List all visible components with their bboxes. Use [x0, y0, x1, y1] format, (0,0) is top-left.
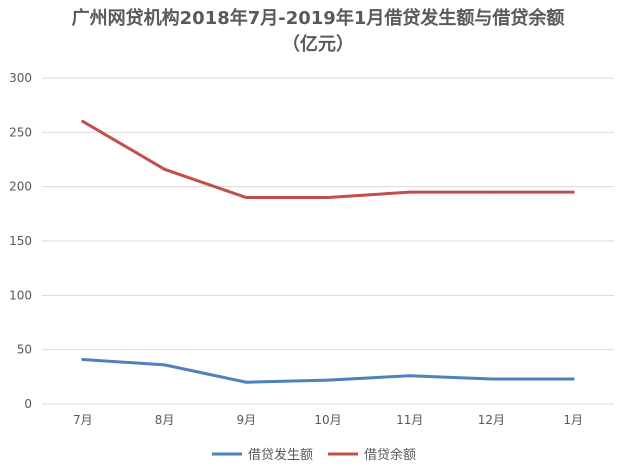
chart-title-line-2: （亿元） [282, 34, 354, 55]
data-point [81, 119, 85, 123]
data-point [571, 190, 575, 194]
legend-label: 借贷余额 [364, 447, 416, 463]
gridlines [42, 77, 614, 405]
chart-title-line-1: 广州网贷机构2018年7月-2019年1月借贷发生额与借贷余额 [71, 8, 565, 29]
legend: 借贷发生额 借贷余额 [212, 447, 416, 463]
data-point [408, 374, 412, 378]
x-tick-label: 10月 [314, 413, 341, 427]
x-tick-label: 1月 [563, 413, 583, 427]
data-point [81, 357, 85, 361]
data-point [326, 196, 330, 200]
x-tick-label: 8月 [155, 413, 175, 427]
legend-label: 借贷发生额 [248, 447, 313, 463]
y-tick-label: 50 [17, 343, 32, 357]
x-tick-label: 11月 [396, 413, 423, 427]
data-point [244, 196, 248, 200]
data-point [163, 167, 167, 171]
data-point [408, 190, 412, 194]
x-tick-label: 7月 [73, 413, 93, 427]
y-tick-label: 300 [9, 71, 32, 85]
data-point [163, 363, 167, 367]
chart-title: 广州网贷机构2018年7月-2019年1月借贷发生额与借贷余额 （亿元） [0, 6, 636, 58]
x-tick-label: 9月 [236, 413, 256, 427]
y-tick-label: 150 [9, 234, 32, 248]
series-lines [81, 119, 575, 384]
y-tick-label: 200 [9, 180, 32, 194]
series-line-1 [81, 119, 575, 200]
y-axis-ticks: 0 50 100 150 200 250 300 [9, 71, 32, 411]
x-axis-ticks: 7月 8月 9月 10月 11月 12月 1月 [73, 413, 583, 427]
data-point [244, 380, 248, 384]
x-tick-label: 12月 [478, 413, 505, 427]
y-tick-label: 250 [9, 125, 32, 139]
data-point [571, 377, 575, 381]
data-point [489, 190, 493, 194]
y-tick-label: 100 [9, 288, 32, 302]
y-tick-label: 0 [24, 397, 32, 411]
data-point [489, 377, 493, 381]
data-point [326, 378, 330, 382]
